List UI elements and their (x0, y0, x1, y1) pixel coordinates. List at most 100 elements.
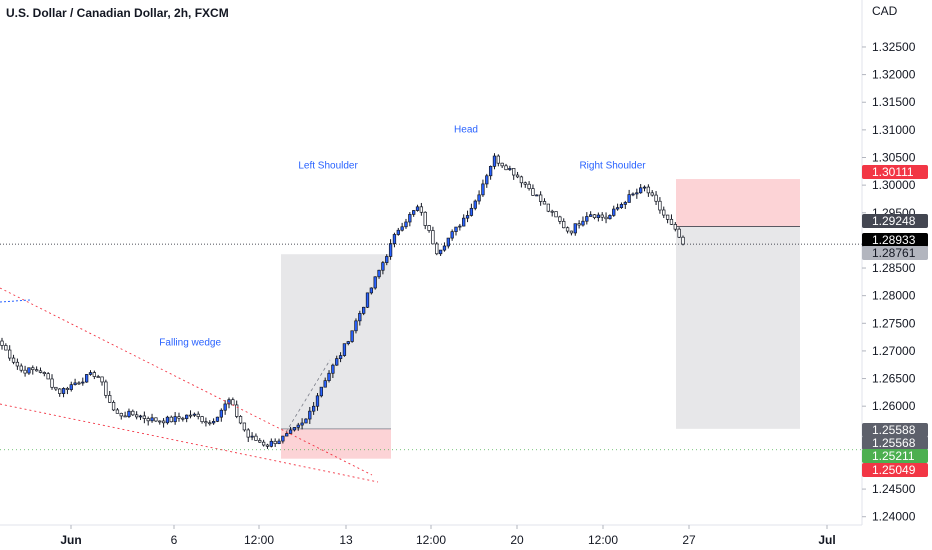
x-tick-label: Jun (60, 533, 81, 547)
candle-body (454, 226, 458, 232)
candle-body (92, 372, 96, 377)
price-badge (862, 423, 928, 437)
candle-body (335, 358, 339, 366)
candle-body (327, 372, 331, 381)
candle-body (65, 388, 70, 390)
wedge-lower-trendline[interactable] (0, 403, 379, 483)
candle-body (446, 237, 450, 247)
candle-body (535, 194, 539, 197)
y-tick-label: 1.27500 (872, 316, 916, 330)
candle-body (338, 355, 343, 359)
short-position-stop-zone[interactable] (676, 179, 800, 227)
candle-body (377, 269, 381, 278)
candle-body (311, 405, 316, 412)
candle-body (458, 225, 462, 228)
candle-body (42, 372, 46, 374)
candle-body (396, 229, 400, 235)
candle-body (258, 440, 262, 443)
candle-body (281, 435, 285, 442)
candle-body (346, 341, 350, 345)
chart-title: U.S. Dollar / Canadian Dollar, 2h, FXCM (6, 6, 229, 20)
y-tick-label: 1.28000 (872, 289, 916, 303)
candle-body (204, 421, 208, 424)
annotation-left-shoulder[interactable]: Left Shoulder (298, 161, 358, 172)
candle-body (238, 416, 243, 424)
candle-body (531, 188, 535, 196)
candle-body (231, 399, 235, 406)
candle-body (654, 194, 658, 202)
y-tick-label: 1.32000 (872, 68, 916, 82)
price-badge-label: 1.30111 (872, 165, 914, 179)
price-badge (862, 165, 928, 179)
y-tick-label: 1.24000 (872, 510, 916, 524)
candle-body (669, 218, 674, 225)
candle-body (169, 416, 173, 423)
candle-body (492, 155, 497, 167)
candle-body (369, 287, 374, 294)
blue-dotted-segment[interactable] (0, 299, 31, 303)
candle-body (11, 357, 16, 363)
candle-body (58, 388, 62, 394)
candle-body (354, 320, 358, 332)
candle-body (496, 155, 500, 164)
candle-body (438, 249, 443, 255)
candle-body (400, 226, 404, 231)
candle-body (504, 165, 508, 171)
candle-body (585, 216, 589, 222)
candle-body (323, 380, 327, 388)
wedge-upper-trendline[interactable] (0, 287, 373, 476)
short-position-target-zone[interactable] (676, 226, 800, 429)
candle-body (642, 186, 647, 189)
candle-body (385, 256, 389, 263)
candle-body (392, 234, 397, 244)
price-badge-label: 1.25588 (872, 423, 916, 437)
y-tick-label: 1.31500 (872, 95, 916, 109)
price-badge (862, 436, 928, 450)
candle-body (138, 415, 143, 418)
candle-body (61, 388, 66, 394)
candle-body (631, 193, 635, 196)
candle-body (538, 194, 543, 202)
long-position-stop-zone[interactable] (281, 428, 391, 459)
candle-body (623, 202, 627, 205)
candle-body (658, 200, 662, 211)
candle-body (596, 214, 601, 219)
projection-line (285, 359, 331, 433)
candle-body (592, 214, 597, 219)
candle-body (308, 410, 312, 420)
candle-body (69, 384, 73, 390)
annotation-falling-wedge[interactable]: Falling wedge (159, 337, 221, 348)
candle-body (550, 210, 554, 213)
time-axis[interactable]: Jun 6 12:00 13 12:00 20 12:00 27 Jul (60, 525, 836, 547)
candle-body (473, 200, 477, 209)
long-position-target-zone[interactable] (281, 254, 391, 429)
candle-body (554, 211, 558, 218)
candle-body (269, 440, 273, 447)
annotation-right-shoulder[interactable]: Right Shoulder (579, 161, 646, 172)
price-badge (862, 449, 928, 463)
candle-body (627, 194, 631, 203)
candle-body (488, 165, 493, 177)
candle-body (292, 427, 297, 431)
candle-body (96, 376, 100, 378)
candle-body (373, 276, 377, 289)
candle-body (350, 330, 354, 342)
y-tick-label: 1.30000 (872, 178, 916, 192)
candle-body (100, 376, 104, 383)
candle-body (111, 402, 116, 411)
candle-body (619, 204, 624, 208)
candle-body (650, 192, 654, 196)
price-badge-label: 1.25211 (872, 449, 915, 463)
candle-body (177, 416, 181, 419)
annotation-head[interactable]: Head (454, 125, 478, 136)
candle-body (242, 422, 247, 431)
candle-body (665, 214, 670, 220)
candle-body (404, 221, 408, 228)
candle-body (604, 216, 608, 220)
x-tick-label: 20 (510, 533, 524, 547)
price-badge (862, 246, 928, 260)
candle-body (158, 420, 162, 423)
candle-body (331, 364, 335, 374)
candle-body (254, 435, 258, 441)
